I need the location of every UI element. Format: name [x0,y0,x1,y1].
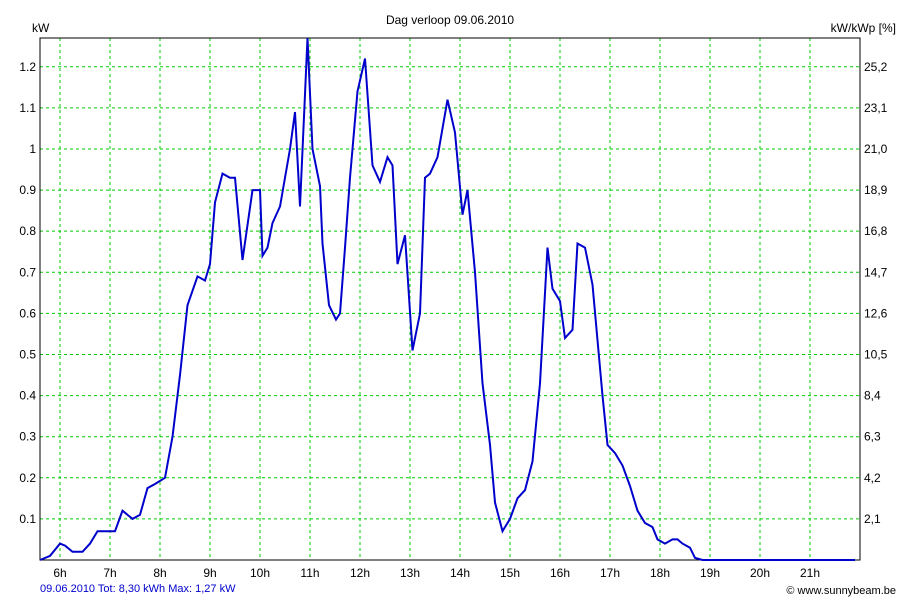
y-tick-label-right: 8,4 [864,389,881,403]
x-tick-label: 16h [550,566,570,580]
grid-lines [40,38,860,560]
y-tick-label-left: 0.8 [19,224,36,238]
x-tick-label: 21h [800,566,820,580]
y-tick-label-right: 6,3 [864,430,881,444]
x-tick-label: 11h [300,566,319,580]
y-tick-label-left: 0.6 [19,306,36,320]
y-tick-label-right: 18,9 [864,183,888,197]
x-axis-ticks: 6h 7h 8h 9h 10h 11h 12h 13h 14h 15h 16h 17h 18h 19h 20… [53,566,820,580]
y-tick-label-left: 0.9 [19,183,36,197]
x-tick-label: 17h [600,566,620,580]
x-tick-label: 14h [450,566,470,580]
y-axis-right-ticks: 2,1 4,2 6,3 8,4 10,5 12,6 14,7 16,8 18,9 21,0 23,1… [864,60,888,526]
y-tick-label-right: 23,1 [864,101,888,115]
x-tick-label: 10h [250,566,270,580]
y-tick-label-left: 0.7 [19,265,36,279]
y-tick-label-right: 10,5 [864,347,888,361]
x-tick-label: 15h [500,566,520,580]
x-tick-label: 13h [400,566,420,580]
y-axis-left-ticks: 0.1 0.2 0.3 0.4 0.5 0.6 0.7 0.8 0.9 1 1.1 1.2 [19,60,36,526]
x-tick-label: 12h [350,566,370,580]
series-line-kw [39,37,855,561]
y-tick-label-left: 0.1 [19,512,36,526]
chart-title: Dag verloop 09.06.2010 [386,13,514,27]
x-tick-label: 6h [53,566,66,580]
y-tick-label-right: 14,7 [864,265,888,279]
y-tick-label-right: 21,0 [864,142,888,156]
x-tick-label: 8h [153,566,166,580]
y-tick-label-left: 0.3 [19,430,36,444]
x-tick-label: 20h [750,566,770,580]
y-tick-label-right: 12,6 [864,306,888,320]
x-tick-label: 7h [103,566,116,580]
y-axis-left-label: kW [32,21,50,35]
y-tick-label-left: 1 [29,142,36,156]
y-tick-label-left: 1.2 [19,60,36,74]
x-tick-label: 9h [203,566,216,580]
y-tick-label-left: 0.4 [19,389,36,403]
y-tick-label-left: 0.5 [19,347,36,361]
x-tick-label: 19h [700,566,720,580]
y-tick-label-right: 4,2 [864,471,881,485]
y-tick-label-right: 2,1 [864,512,881,526]
x-tick-label: 18h [650,566,670,580]
footer-summary: 09.06.2010 Tot: 8,30 kWh Max: 1,27 kW [40,583,236,595]
y-axis-right-label: kW/kWp [%] [831,21,896,35]
y-tick-label-right: 25,2 [864,60,888,74]
plot-frame [39,37,861,561]
footer-credit: © www.sunnybeam.be [786,585,896,597]
y-tick-label-left: 0.2 [19,471,36,485]
y-tick-label-left: 1.1 [19,101,36,115]
y-tick-label-right: 16,8 [864,224,888,238]
